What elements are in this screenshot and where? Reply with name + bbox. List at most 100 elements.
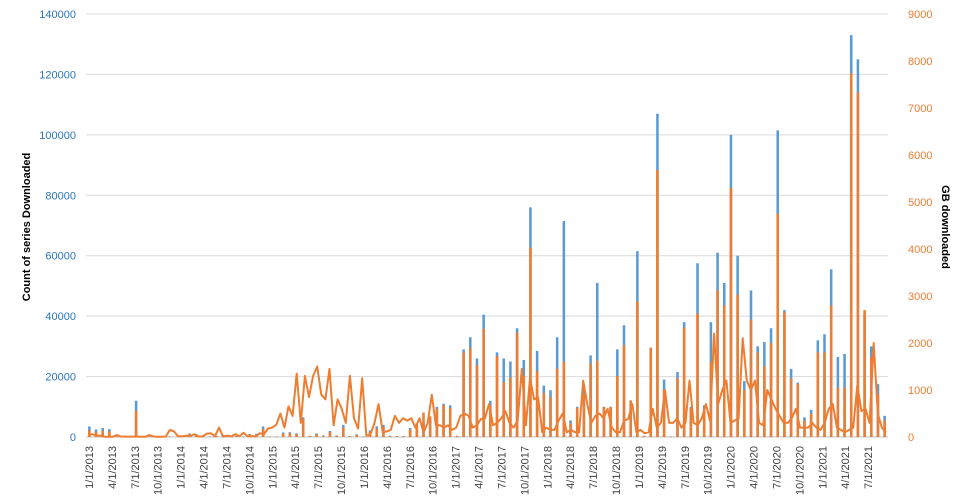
gb-bar <box>863 310 866 437</box>
left-tick-label: 0 <box>70 432 76 444</box>
gb-bar <box>682 327 686 437</box>
gb-bar <box>756 352 759 437</box>
gb-bar <box>134 410 138 437</box>
gb-bar <box>702 410 706 437</box>
gb-bar <box>736 294 739 437</box>
right-tick-label: 3000 <box>908 291 932 303</box>
gb-bar <box>94 431 98 437</box>
gb-bar <box>575 407 579 437</box>
gb-bar <box>823 352 826 437</box>
gb-bar <box>535 371 539 437</box>
gb-bar <box>281 433 285 437</box>
x-tick-label: 1/1/2017 <box>451 446 463 489</box>
gb-bar <box>235 436 238 437</box>
gb-line <box>88 332 887 438</box>
gb-bar <box>315 434 318 437</box>
gb-bar <box>515 332 519 437</box>
gb-bar <box>676 378 679 437</box>
gb-bar <box>301 419 305 437</box>
gb-bar <box>722 305 726 437</box>
gb-bar <box>542 392 546 437</box>
x-tick-label: 4/1/2018 <box>565 446 577 489</box>
gb-bar <box>475 365 479 437</box>
gb-bar <box>769 343 773 437</box>
gb-bar <box>388 436 392 437</box>
gb-bar <box>295 434 298 437</box>
x-tick-label: 7/1/2014 <box>222 446 234 489</box>
gb-bar <box>469 347 472 437</box>
gb-bar <box>489 406 492 437</box>
right-tick-label: 2000 <box>908 338 932 350</box>
gb-bars <box>88 73 886 438</box>
gb-bar <box>649 347 653 437</box>
x-tick-label: 10/1/2014 <box>244 446 256 495</box>
x-tick-label: 7/1/2019 <box>680 446 692 489</box>
left-tick-label: 80000 <box>45 190 76 202</box>
gb-bar <box>662 390 666 437</box>
gb-bar <box>776 213 779 437</box>
gb-bar <box>108 431 111 437</box>
gb-bar <box>816 352 820 437</box>
x-tick-label: 1/1/2013 <box>84 446 96 489</box>
gb-bar <box>582 393 586 437</box>
gb-bar <box>555 368 559 437</box>
gb-bar <box>455 436 459 437</box>
right-tick-label: 5000 <box>908 197 932 209</box>
gb-bar <box>549 397 552 437</box>
x-tick-label: 10/1/2017 <box>519 446 531 495</box>
x-tick-label: 10/1/2013 <box>153 446 165 495</box>
x-tick-label: 1/1/2016 <box>359 446 371 489</box>
left-tick-label: 40000 <box>45 311 76 323</box>
gb-bar <box>803 420 806 437</box>
gb-bar <box>448 407 452 437</box>
gb-bar <box>215 436 218 437</box>
gb-bar <box>422 412 425 437</box>
gb-bar <box>789 378 793 437</box>
right-tick-label: 8000 <box>908 56 932 68</box>
gb-bar <box>656 170 659 438</box>
x-tick-label: 10/1/2015 <box>336 446 348 495</box>
gb-bar <box>743 390 746 437</box>
x-tick-label: 10/1/2020 <box>794 446 806 495</box>
x-tick-label: 7/1/2016 <box>405 446 417 489</box>
gb-bar <box>696 313 699 437</box>
gb-bar <box>462 352 465 437</box>
gb-bar <box>375 428 378 437</box>
x-tick-label: 4/1/2020 <box>749 446 761 489</box>
gb-bar <box>829 305 833 437</box>
gb-bar <box>502 382 505 437</box>
x-tick-label: 1/1/2015 <box>267 446 279 489</box>
gridlines <box>86 13 888 438</box>
gb-bar <box>629 400 632 437</box>
gb-bar <box>529 247 532 437</box>
gb-bar <box>321 435 325 437</box>
gb-bar <box>796 383 800 437</box>
left-axis-ticks: 0 20000 40000 60000 80000 100000 120000 140000 <box>39 9 76 444</box>
x-tick-label: 10/1/2016 <box>428 446 440 495</box>
x-tick-label: 1/1/2021 <box>817 446 829 489</box>
x-tick-label: 4/1/2014 <box>199 446 211 489</box>
x-tick-label: 1/1/2014 <box>176 446 188 489</box>
gb-bar <box>763 366 766 437</box>
gb-bar <box>616 375 619 437</box>
gb-bar <box>749 319 753 437</box>
gb-bar <box>856 92 860 438</box>
gb-bar <box>355 434 358 437</box>
x-tick-label: 4/1/2021 <box>840 446 852 489</box>
x-tick-label: 1/1/2019 <box>634 446 646 489</box>
gb-bar <box>495 356 499 437</box>
gb-bar <box>408 429 412 437</box>
gb-bar <box>402 436 405 437</box>
right-tick-label: 9000 <box>908 9 932 21</box>
gb-bar <box>843 387 846 437</box>
left-tick-label: 140000 <box>39 9 76 21</box>
gb-bar <box>509 377 512 437</box>
gb-bar <box>602 406 606 437</box>
gb-bar <box>642 436 646 437</box>
x-tick-label: 4/1/2019 <box>657 446 669 489</box>
gb-bar <box>836 387 840 437</box>
right-tick-label: 6000 <box>908 150 932 162</box>
x-tick-label: 7/1/2018 <box>588 446 600 489</box>
gb-bar <box>849 73 853 437</box>
